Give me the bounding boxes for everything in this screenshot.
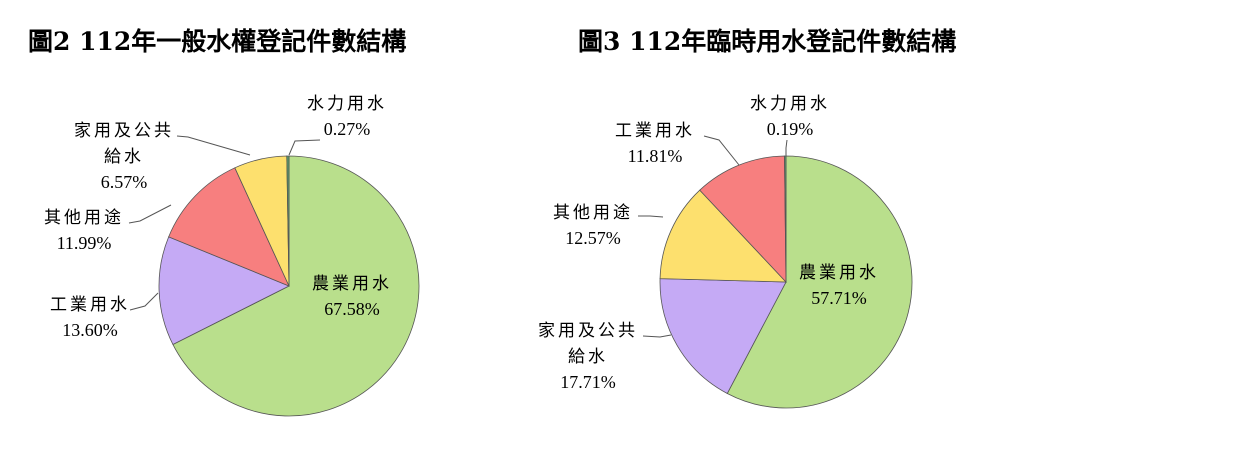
- data-label-1-2: 工業用水 13.60%: [50, 295, 130, 340]
- leader-line-1-5: [288, 139, 321, 156]
- chart-title-1: 圖2 112年一般水權登記件數結構: [28, 27, 407, 56]
- leader-line-1-4: [176, 135, 251, 156]
- data-label-2-5: 水力用水 0.19%: [750, 94, 830, 139]
- chart-title-2: 圖3 112年臨時用水登記件數結構: [578, 27, 957, 56]
- pie-slice-1-3: [168, 167, 290, 287]
- pie-slice-2-2: [659, 278, 787, 395]
- data-label-2-1: 農業用水 57.71%: [799, 263, 879, 308]
- data-label-2-3: 其他用途 12.57%: [553, 203, 633, 248]
- data-label-1-4: 家用及公共給水 6.57%: [74, 121, 174, 192]
- leader-line-2-2: [642, 334, 672, 338]
- data-label-1-5: 水力用水 0.27%: [307, 94, 387, 139]
- pie-chart-1: 農業用水 67.58% 工業用水 13.60% 其他用途 11.99% 家用及公共給水 6.5…: [44, 94, 420, 417]
- pie-chart-2: 農業用水 57.71% 家用及公共給水 17.71% 其他用途 12.57% 工業用水 11.…: [538, 94, 913, 409]
- data-label-1-3: 其他用途 11.99%: [44, 208, 124, 253]
- leader-line-2-3: [638, 215, 664, 218]
- pie-slice-2-1: [726, 155, 913, 409]
- leader-line-2-4: [703, 135, 740, 166]
- data-label-2-4: 工業用水 11.81%: [615, 121, 695, 166]
- pie-slice-1-1: [172, 155, 420, 417]
- data-label-1-1: 農業用水 67.58%: [312, 274, 392, 319]
- data-label-2-2: 家用及公共給水 17.71%: [538, 321, 638, 392]
- leader-line-2-5: [785, 139, 788, 156]
- pie-slice-2-3: [659, 189, 787, 283]
- leader-line-1-2: [129, 292, 159, 311]
- pie-slice-1-2: [158, 236, 290, 346]
- pie-slice-1-5: [286, 155, 290, 287]
- leader-line-1-3: [128, 204, 172, 224]
- pie-slice-2-4: [699, 155, 787, 284]
